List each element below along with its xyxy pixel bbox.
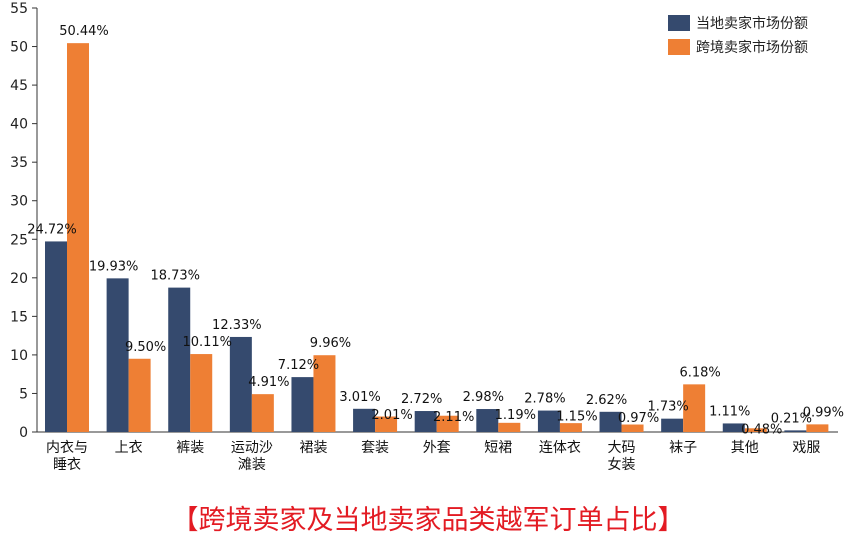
data-label-local: 19.93% — [89, 259, 139, 274]
x-tick-label: 其他 — [731, 440, 759, 456]
y-tick-label: 15 — [10, 309, 28, 325]
x-tick-label: 滩装 — [238, 457, 266, 473]
y-tick-label: 10 — [10, 348, 28, 364]
data-label-local: 2.62% — [586, 393, 627, 408]
bar-local — [476, 409, 499, 432]
data-label-crossborder: 9.50% — [125, 340, 166, 355]
data-label-local: 2.72% — [401, 392, 442, 407]
x-tick-label: 女装 — [608, 456, 636, 473]
bar-local — [537, 410, 560, 432]
data-label-crossborder: 0.97% — [618, 411, 659, 426]
bars — [45, 43, 829, 433]
legend-item-local: 当地卖家市场份额 — [668, 12, 808, 34]
x-tick-label: 连体衣 — [539, 440, 581, 456]
legend: 当地卖家市场份额 跨境卖家市场份额 — [668, 12, 808, 60]
y-tick-label: 0 — [19, 425, 28, 441]
y-tick-label: 55 — [10, 1, 28, 17]
y-tick-label: 20 — [10, 271, 28, 287]
bar-local — [784, 430, 807, 432]
bar-local — [661, 418, 684, 432]
legend-label-local: 当地卖家市场份额 — [696, 16, 808, 32]
bar-crossborder — [498, 422, 521, 432]
bar-local — [229, 336, 252, 432]
bar-crossborder — [744, 428, 767, 432]
x-tick-label: 裙装 — [299, 440, 327, 456]
x-tick-label: 内衣与 — [46, 440, 88, 456]
x-tick-label: 袜子 — [669, 440, 697, 456]
data-label-crossborder: 6.18% — [679, 365, 720, 380]
bar-crossborder — [559, 423, 582, 432]
bar-crossborder — [67, 43, 89, 433]
bar-crossborder — [313, 355, 336, 432]
data-label-crossborder: 1.15% — [556, 410, 597, 425]
x-tick-label: 大码 — [608, 440, 636, 456]
axes: 0 5 10 15 20 25 30 35 40 45 50 55 — [10, 1, 838, 441]
data-label-crossborder: 2.01% — [371, 408, 412, 423]
bar-local — [168, 287, 191, 432]
data-label-crossborder: 10.11% — [182, 335, 232, 350]
data-labels: 24.72%19.93%18.73%12.33%7.12%3.01% 2.72% 2… — [27, 24, 844, 437]
x-tick-label: 短裙 — [484, 440, 512, 456]
y-tick-label: 5 — [19, 386, 28, 402]
bar-crossborder — [251, 394, 274, 432]
legend-item-crossborder: 跨境卖家市场份额 — [668, 36, 808, 58]
data-label-local: 18.73% — [150, 269, 200, 284]
data-label-crossborder: 50.44% — [59, 24, 109, 39]
bar-local — [722, 423, 745, 432]
data-label-local: 3.01% — [339, 390, 380, 405]
x-tick-label: 外套 — [423, 440, 451, 456]
data-label-local: 0.21% — [771, 411, 812, 426]
bar-crossborder — [375, 416, 398, 432]
chart-caption: 【跨境卖家及当地卖家品类越军订单占比】 — [171, 505, 685, 536]
bar-crossborder — [128, 358, 151, 432]
data-label-crossborder: 9.96% — [310, 336, 351, 351]
data-label-crossborder: 1.19% — [495, 408, 536, 423]
bar-crossborder — [621, 424, 644, 432]
bar-local — [106, 278, 129, 432]
x-tick-label: 裤装 — [176, 440, 204, 456]
bar-crossborder — [190, 354, 213, 432]
y-tick-label: 35 — [10, 155, 28, 171]
bar-crossborder — [436, 415, 459, 432]
bar-local — [414, 411, 437, 432]
data-label-local: 24.72% — [27, 222, 77, 237]
bar-local — [353, 408, 376, 432]
bar-crossborder — [683, 384, 706, 432]
legend-swatch-local — [668, 15, 690, 31]
x-tick-label: 戏服 — [792, 440, 820, 456]
x-tick-label: 上衣 — [115, 440, 143, 456]
bar-local — [599, 411, 622, 432]
bar-crossborder — [806, 424, 829, 432]
legend-label-crossborder: 跨境卖家市场份额 — [696, 40, 808, 56]
y-tick-label: 25 — [10, 232, 28, 248]
data-label-local: 2.98% — [463, 390, 504, 405]
bar-local — [45, 241, 67, 432]
x-tick-label: 套装 — [361, 440, 389, 456]
y-tick-label: 30 — [10, 194, 28, 210]
y-tick-label: 45 — [10, 78, 28, 94]
x-tick-label: 睡衣 — [53, 457, 81, 473]
data-label-local: 1.11% — [709, 404, 750, 419]
data-label-crossborder: 4.91% — [248, 375, 289, 390]
data-label-local: 7.12% — [278, 358, 319, 373]
bar-local — [291, 377, 314, 432]
y-tick-label: 50 — [10, 40, 28, 56]
x-tick-label: 运动沙 — [231, 440, 273, 456]
data-label-crossborder: 0.48% — [741, 422, 782, 437]
data-label-local: 1.73% — [647, 400, 688, 415]
data-label-local: 12.33% — [212, 318, 262, 333]
data-label-local: 2.78% — [524, 392, 565, 407]
data-label-crossborder: 2.11% — [433, 410, 474, 425]
data-label-crossborder: 0.99% — [803, 405, 844, 420]
legend-swatch-crossborder — [668, 39, 690, 55]
y-tick-label: 40 — [10, 117, 28, 133]
